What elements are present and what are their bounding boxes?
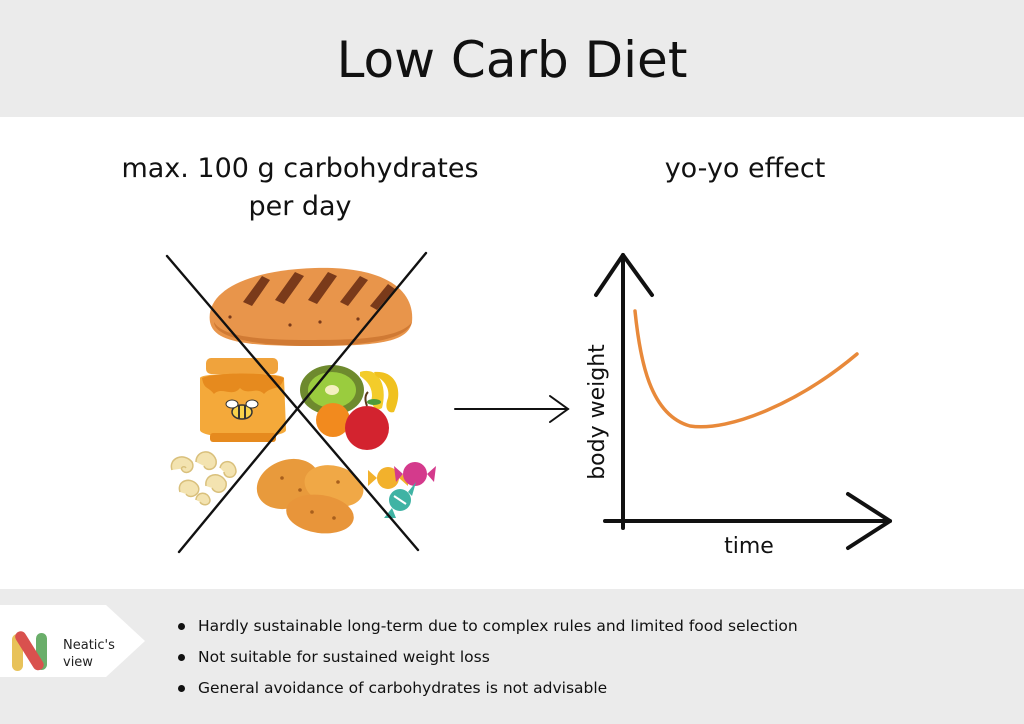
carb-limit-line1: max. 100 g carbohydrates	[121, 153, 479, 184]
potato-icon	[256, 458, 364, 534]
fruit-icon	[300, 365, 399, 450]
x-axis-label: time	[724, 534, 774, 559]
page-title: Low Carb Diet	[336, 31, 688, 89]
footer-band	[0, 589, 1024, 724]
bread-icon	[209, 267, 413, 346]
list-item: Hardly sustainable long-term due to comp…	[178, 611, 798, 642]
arrow-right-icon	[454, 395, 570, 423]
x-axis-arrowhead	[846, 492, 892, 550]
list-item: Not suitable for sustained weight loss	[178, 642, 798, 673]
carb-limit-heading: max. 100 g carbohydrates per day	[90, 150, 510, 226]
list-item: General avoidance of carbohydrates is no…	[178, 673, 798, 704]
cross-out-icon	[165, 251, 428, 554]
honey-jar-icon	[200, 358, 286, 442]
pasta-icon	[170, 451, 237, 506]
y-axis-label: body weight	[585, 344, 610, 480]
summary-list: Hardly sustainable long-term due to comp…	[178, 611, 798, 704]
weight-curve	[633, 309, 859, 429]
logo-line1: Neatic's	[63, 638, 115, 653]
diagram-art: body weight time	[165, 251, 892, 559]
title-band	[0, 0, 1024, 117]
logo-tab	[0, 605, 145, 677]
logo-text: Neatic's view	[63, 637, 133, 671]
carb-limit-line2: per day	[248, 191, 352, 222]
candy-icon	[368, 462, 436, 518]
logo-line2: view	[63, 655, 93, 670]
neatic-logo-icon	[12, 631, 47, 671]
y-axis-arrowhead	[594, 253, 654, 297]
chart-axes	[594, 253, 892, 550]
yoyo-heading: yo-yo effect	[664, 153, 826, 184]
